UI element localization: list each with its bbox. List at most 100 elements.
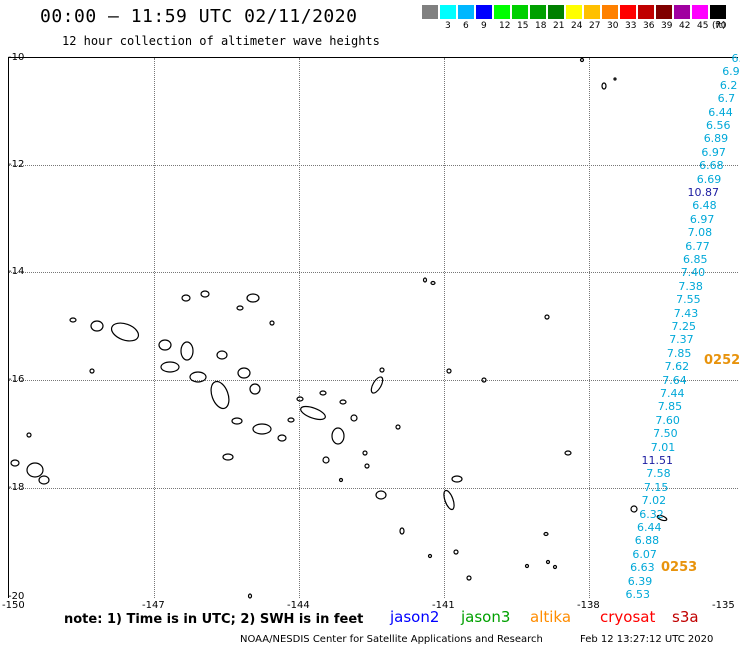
island-outline — [443, 489, 455, 511]
wave-height-value: 6.69 — [696, 172, 722, 186]
island-outline — [545, 559, 551, 565]
legend-swatch — [602, 5, 618, 19]
island-outline — [322, 456, 330, 464]
island-outline — [579, 57, 585, 63]
island-outline — [350, 414, 358, 422]
wave-height-value: 7.85 — [666, 346, 692, 360]
island-outline — [89, 368, 95, 374]
legend-swatch — [458, 5, 474, 19]
mission-cryosat: cryosat — [600, 608, 656, 626]
units-note: note: 1) Time is in UTC; 2) SWH is in fe… — [64, 612, 364, 627]
lat-label: -16 — [8, 374, 25, 385]
island-outline — [331, 427, 345, 445]
island-outline — [246, 293, 260, 303]
legend-unit: (ft) — [712, 21, 726, 31]
wave-height-value: 6. — [731, 52, 740, 65]
pass-time-label: 0253 — [661, 560, 698, 575]
island-outline — [446, 368, 452, 374]
legend-swatch — [422, 5, 438, 19]
wave-height-value: 6.44 — [637, 521, 662, 534]
lat-label: -20 — [8, 591, 25, 602]
gridline-lat-14 — [9, 272, 738, 273]
island-outline — [26, 432, 32, 438]
wave-height-value: 7.15 — [643, 480, 669, 494]
island-outline — [630, 505, 638, 513]
legend-swatch — [440, 5, 456, 19]
pass-time-label: 0252 — [704, 353, 740, 368]
island-outline — [296, 396, 304, 402]
wave-height-value: 6.97 — [689, 212, 715, 226]
legend-swatch — [548, 5, 564, 19]
wave-height-value: 7.01 — [650, 440, 676, 454]
mission-jason2: jason2 — [390, 608, 440, 626]
island-outline — [453, 549, 459, 555]
lon-label: -147 — [142, 600, 165, 611]
island-outline — [399, 527, 405, 535]
legend-label: 42 — [679, 21, 691, 31]
legend-label: 30 — [607, 21, 619, 31]
wave-height-value: 11.51 — [641, 454, 674, 467]
island-outline — [613, 77, 617, 81]
wave-height-value: 6.48 — [692, 199, 717, 213]
island-outline — [338, 477, 344, 483]
wave-height-value: 7.44 — [660, 387, 685, 400]
island-outline — [564, 450, 572, 456]
legend-swatch — [620, 5, 636, 19]
island-outline — [427, 553, 433, 559]
island-outline — [422, 277, 428, 283]
legend-label: 70 — [715, 21, 727, 31]
wave-height-value: 6.9 — [722, 65, 740, 79]
wave-height-value: 6.39 — [627, 574, 653, 588]
island-outline — [339, 399, 347, 405]
island-outline — [430, 280, 436, 286]
legend-label: 9 — [481, 21, 487, 31]
wave-height-value: 7.08 — [687, 226, 713, 240]
island-outline — [362, 450, 368, 456]
mission-jason3: jason3 — [461, 608, 511, 626]
island-outline — [90, 320, 104, 332]
wave-height-value: 6.44 — [708, 105, 733, 119]
wave-height-value: 6.07 — [632, 547, 657, 561]
gridline-lon-144 — [299, 58, 300, 598]
island-outline — [181, 294, 191, 302]
credit-footer: NOAA/NESDIS Center for Satellite Applica… — [240, 634, 543, 645]
legend-label: 12 — [499, 21, 511, 31]
legend-label: 15 — [517, 21, 529, 31]
island-outline — [231, 417, 243, 425]
legend-label: 3 — [445, 21, 451, 31]
wave-height-value: 7.37 — [669, 333, 694, 347]
lon-label: -135 — [712, 600, 735, 611]
island-outline — [160, 361, 180, 373]
wave-height-value: 6.89 — [703, 132, 729, 146]
lon-label: -138 — [577, 600, 600, 611]
lon-label: -144 — [287, 600, 310, 611]
island-outline — [249, 383, 261, 395]
wave-height-value: 7.58 — [646, 467, 671, 481]
chart-title: 00:00 — 11:59 UTC 02/11/2020 — [40, 6, 358, 27]
wave-height-value: 7.64 — [662, 373, 687, 387]
mission-s3a: s3a — [672, 608, 699, 626]
wave-height-value: 7.60 — [655, 413, 680, 427]
island-outline — [543, 531, 549, 537]
gridline-lon-147 — [154, 58, 155, 598]
wave-height-value: 6.77 — [685, 239, 710, 253]
island-outline — [10, 459, 20, 467]
island-outline — [210, 380, 230, 410]
island-outline — [466, 575, 472, 581]
legend-label: 24 — [571, 21, 583, 31]
wave-height-value: 7.02 — [641, 494, 667, 508]
island-outline — [69, 317, 77, 323]
lon-label: -150 — [2, 600, 25, 611]
mission-altika: altika — [530, 608, 572, 626]
island-outline — [158, 339, 172, 351]
legend-swatch — [674, 5, 690, 19]
wave-height-value: 6.63 — [630, 561, 655, 575]
wave-height-value: 7.55 — [676, 293, 701, 307]
island-outline — [451, 475, 463, 483]
legend-label: 39 — [661, 21, 673, 31]
wave-height-value: 6.32 — [639, 507, 664, 521]
island-outline — [481, 377, 487, 383]
island-outline — [216, 350, 228, 360]
island-outline — [656, 514, 668, 522]
island-outline — [200, 290, 210, 298]
